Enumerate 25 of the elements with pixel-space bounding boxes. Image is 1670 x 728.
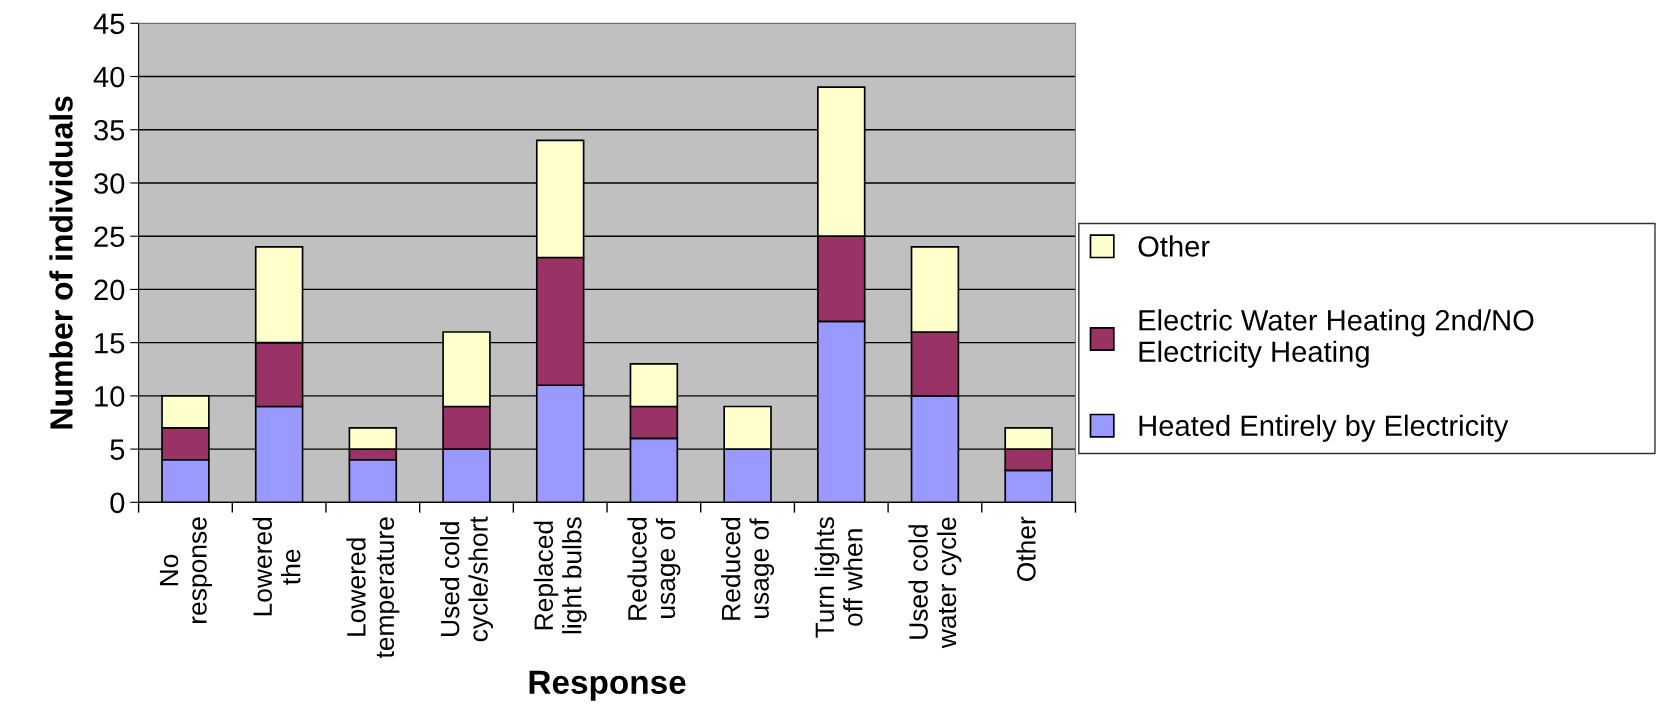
x-tick-label: Lowered the	[252, 517, 301, 616]
y-tick-label: 15	[95, 333, 125, 354]
y-tick-label: 30	[94, 173, 125, 194]
x-tick-label: Used cold cycle/short	[440, 516, 494, 642]
x-axis-title: Response	[529, 670, 686, 701]
x-tick-label: Reduced usage of	[627, 517, 681, 620]
x-tick-label: Lowered temperature	[346, 517, 400, 659]
y-tick-label: 10	[95, 386, 125, 407]
y-tick-label: 5	[110, 439, 125, 460]
y-tick-label: 40	[93, 66, 125, 88]
y-axis-title: Number of individuals	[49, 96, 73, 429]
x-tick-label: Used cold water cycle	[908, 517, 962, 649]
y-tick-label: 45	[93, 13, 125, 35]
legend-label: Heated Entirely by Electricity	[1139, 414, 1509, 442]
y-tick-label: 20	[94, 279, 125, 301]
x-tick-label: Replaced light bulbs	[533, 517, 587, 634]
x-tick-label: Other	[1016, 516, 1036, 581]
y-tick-label: 35	[94, 119, 125, 141]
y-tick-label: 25	[94, 226, 125, 248]
x-tick-label: Turn lights off when	[814, 517, 863, 638]
legend-label: Other	[1138, 235, 1210, 257]
x-tick-label: Reduced usage of	[721, 517, 775, 620]
y-tick-label: 0	[110, 492, 125, 514]
x-tick-label: No response	[159, 517, 212, 624]
legend-label: Electric Water Heating 2nd/NO Electricity Heating	[1139, 309, 1534, 368]
